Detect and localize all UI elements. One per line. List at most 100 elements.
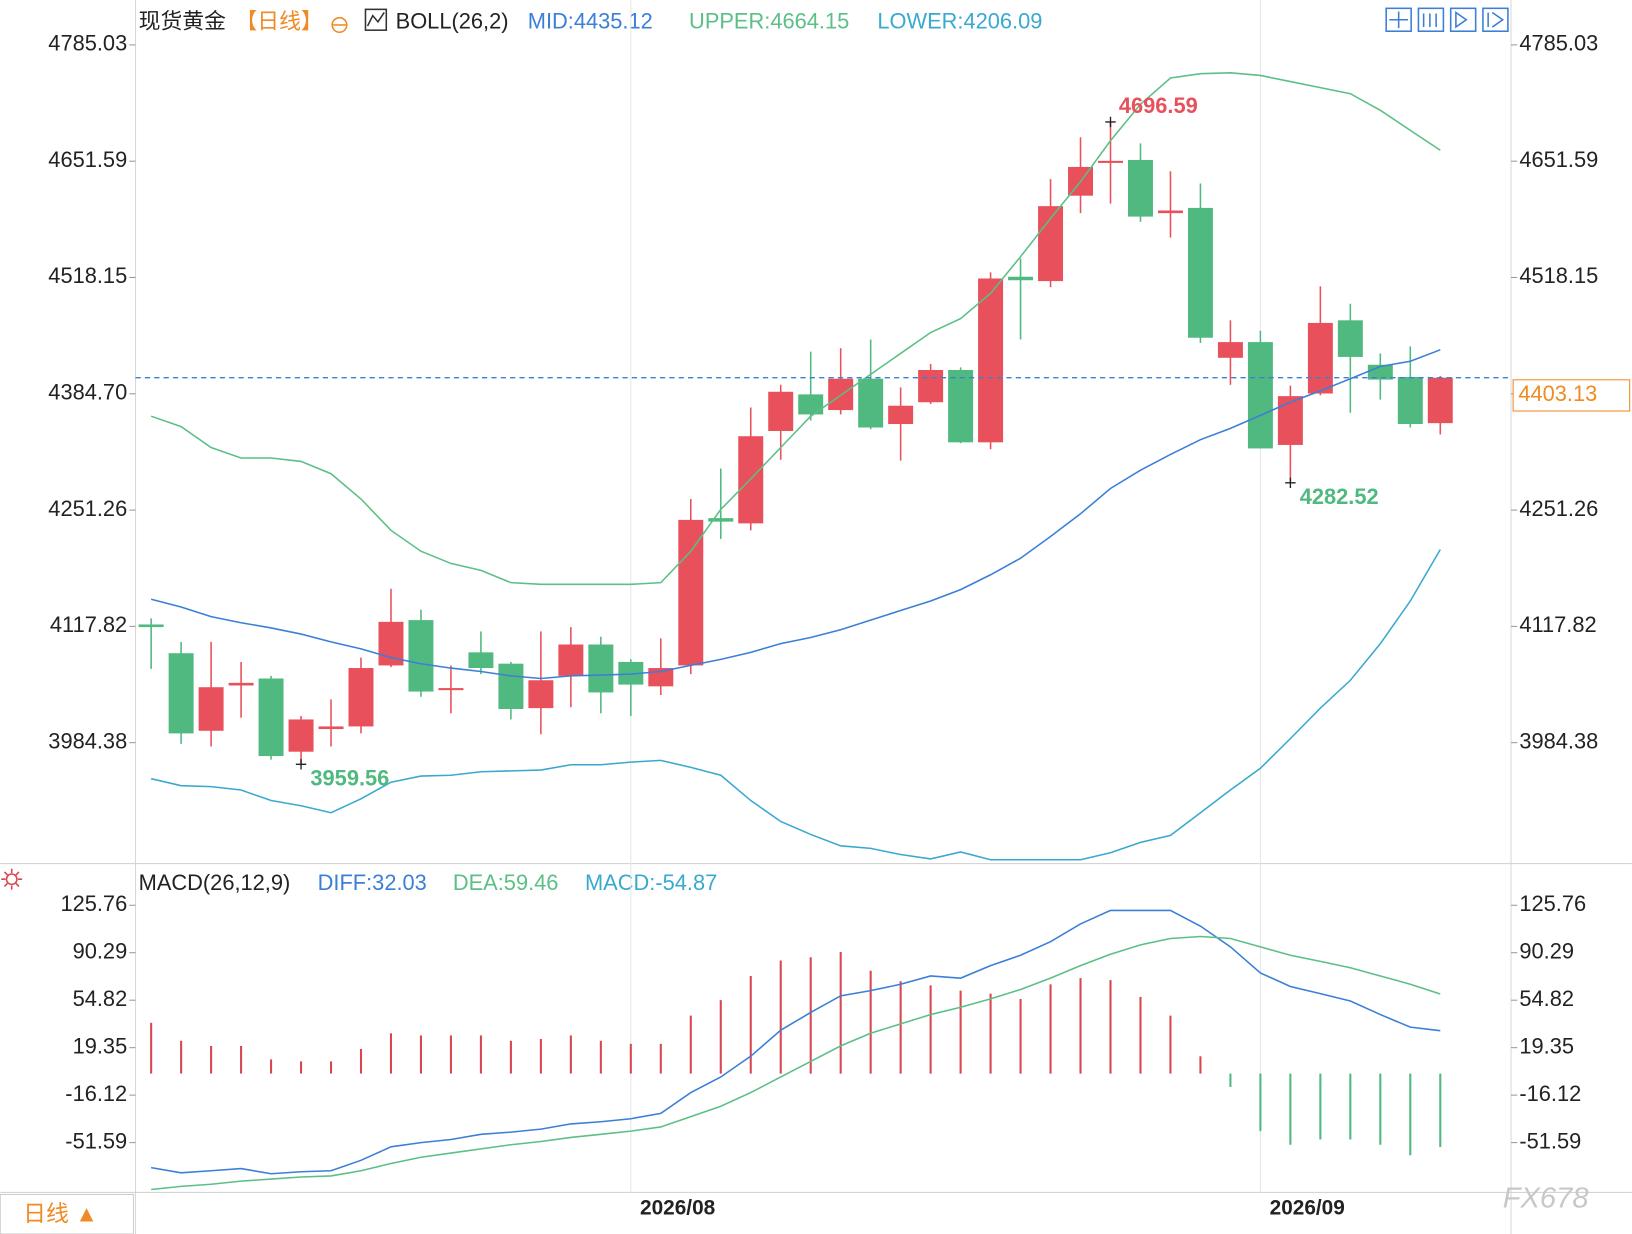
- candle-body: [1307, 322, 1333, 394]
- period: 【日线】: [235, 9, 322, 34]
- y-tick-label: 4785.03: [1519, 31, 1598, 56]
- y-tick-label: 4651.59: [48, 147, 127, 172]
- y-tick-label: 4785.03: [48, 31, 127, 56]
- indicator-line: [150, 72, 1441, 586]
- period-tab-label[interactable]: 日线 ▲: [23, 1200, 98, 1226]
- y-tick-label: 90.29: [1519, 938, 1574, 963]
- indicator-value: UPPER:4664.15: [689, 9, 849, 34]
- period-tab[interactable]: [0, 1193, 134, 1234]
- x-tick-label: 2026/09: [1270, 1197, 1345, 1220]
- candle-body: [288, 719, 314, 752]
- candle-body: [768, 391, 794, 431]
- candle-body: [888, 405, 914, 425]
- candle-body: [168, 653, 194, 734]
- candle-body: [618, 661, 644, 685]
- candle-body: [708, 518, 734, 522]
- y-tick-label: 54.82: [73, 986, 128, 1011]
- candle-body: [588, 644, 614, 693]
- y-tick-label: 4251.26: [48, 496, 127, 521]
- extreme-marker: [1105, 116, 1116, 128]
- indicator-value: LOWER:4206.09: [877, 9, 1042, 34]
- tool-button[interactable]: [1385, 7, 1412, 32]
- candle-body: [1427, 377, 1453, 424]
- y-tick-label: 4251.26: [1519, 496, 1598, 521]
- y-tick-label: 3984.38: [48, 728, 127, 753]
- tool-button[interactable]: [1449, 7, 1477, 32]
- indicator-line: [151, 909, 1441, 1175]
- candle-body: [678, 519, 704, 666]
- y-tick-label: -16.12: [1519, 1081, 1581, 1106]
- y-tick-label: 4384.70: [48, 380, 127, 405]
- y-tick-label: 19.35: [1519, 1033, 1574, 1058]
- candle-body: [858, 378, 884, 428]
- y-tick-label: 4117.82: [50, 612, 127, 637]
- candle-body: [498, 663, 524, 710]
- x-tick-label: 2026/08: [640, 1197, 715, 1220]
- candle-body: [228, 682, 254, 686]
- candle-body: [468, 652, 494, 669]
- candle-body: [408, 620, 434, 692]
- extreme-marker: [295, 759, 307, 770]
- indicator-value: DEA:59.46: [453, 870, 559, 895]
- candle-body: [1127, 159, 1153, 217]
- candle-body: [438, 688, 464, 691]
- candle-body: [918, 369, 944, 403]
- candle-body: [1098, 160, 1123, 163]
- tool-icons: [1389, 10, 1505, 29]
- watermark: FX678: [1503, 1182, 1590, 1214]
- candle-body: [258, 678, 284, 757]
- extreme-marker: [1285, 477, 1296, 489]
- candle-body: [1187, 207, 1213, 338]
- candle-body: [1008, 276, 1034, 281]
- y-tick-label: 19.35: [73, 1033, 128, 1058]
- last-price-label: 4403.13: [1518, 381, 1597, 406]
- y-tick-label: 90.29: [73, 938, 128, 963]
- candle-body: [138, 624, 164, 628]
- y-tick-label: 125.76: [1519, 891, 1586, 916]
- y-tick-label: 54.82: [1519, 986, 1574, 1011]
- tool-button[interactable]: [1417, 7, 1445, 32]
- y-tick-label: -51.59: [1519, 1128, 1581, 1153]
- toolbar: [1385, 7, 1509, 32]
- candle-body: [1217, 342, 1243, 358]
- y-tick-label: 4518.15: [1519, 263, 1598, 288]
- candle-body: [948, 369, 974, 443]
- candle-body: [318, 726, 344, 730]
- last-price-box: [1512, 379, 1631, 412]
- candle-body: [528, 680, 554, 709]
- indicator-value: DIFF:32.03: [318, 870, 427, 895]
- chart-title: 现货黄金: [139, 9, 226, 34]
- macd-title: MACD(26,12,9): [139, 870, 291, 895]
- high-annotation: 4696.59: [1119, 93, 1198, 118]
- y-tick-label: 125.76: [60, 891, 127, 916]
- y-tick-label: 4651.59: [1519, 147, 1598, 172]
- y-tick-label: 4117.82: [1519, 612, 1596, 637]
- candle-body: [558, 644, 584, 676]
- low-annotation: 3959.56: [310, 766, 389, 791]
- candle-body: [978, 278, 1004, 443]
- indicator-line: [150, 349, 1441, 680]
- y-tick-label: -16.12: [65, 1081, 127, 1106]
- candle-body: [1247, 342, 1273, 449]
- candle-body: [798, 394, 824, 415]
- candle-body: [1157, 210, 1183, 214]
- indicator-value: MACD:-54.87: [585, 870, 717, 895]
- low-annotation: 4282.52: [1300, 484, 1379, 509]
- candle-body: [1277, 396, 1303, 445]
- tool-button[interactable]: [1482, 7, 1509, 32]
- y-tick-label: -51.59: [65, 1128, 127, 1153]
- indicator-icon: [366, 12, 385, 27]
- icon-part: [1, 868, 23, 890]
- settings-icon[interactable]: [1, 868, 23, 890]
- y-tick-label: 3984.38: [1519, 728, 1598, 753]
- indicator-line: [150, 549, 1441, 861]
- candle-body: [1397, 376, 1423, 425]
- indicator-name: BOLL(26,2): [396, 9, 509, 34]
- indicator-icon[interactable]: [364, 8, 388, 31]
- indicator-line: [151, 935, 1441, 1191]
- indicator-value: MID:4435.12: [528, 9, 653, 34]
- icon-part: [5, 873, 18, 886]
- candle-body: [198, 687, 224, 731]
